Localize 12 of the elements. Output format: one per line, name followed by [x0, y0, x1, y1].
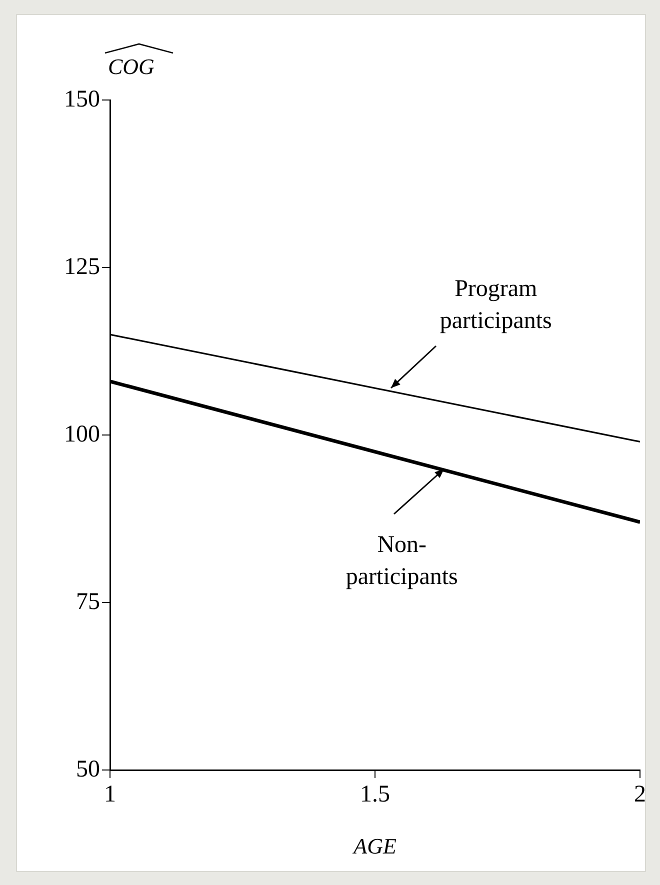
y-tick-label: 125	[64, 254, 100, 280]
x-tick-label: 2	[634, 782, 646, 808]
x-tick-label: 1.5	[360, 782, 390, 808]
y-tick-label: 50	[76, 756, 100, 782]
annotation: Non-participants	[344, 530, 459, 592]
y-axis-title: COG	[108, 54, 154, 79]
y-tick-label: 100	[64, 421, 100, 448]
y-tick-label: 75	[76, 588, 100, 615]
x-axis-title: AGE	[352, 834, 397, 859]
y-tick-label: 150	[64, 86, 100, 112]
x-tick-label: 1	[104, 782, 116, 808]
annotation: Program participants	[438, 275, 553, 336]
